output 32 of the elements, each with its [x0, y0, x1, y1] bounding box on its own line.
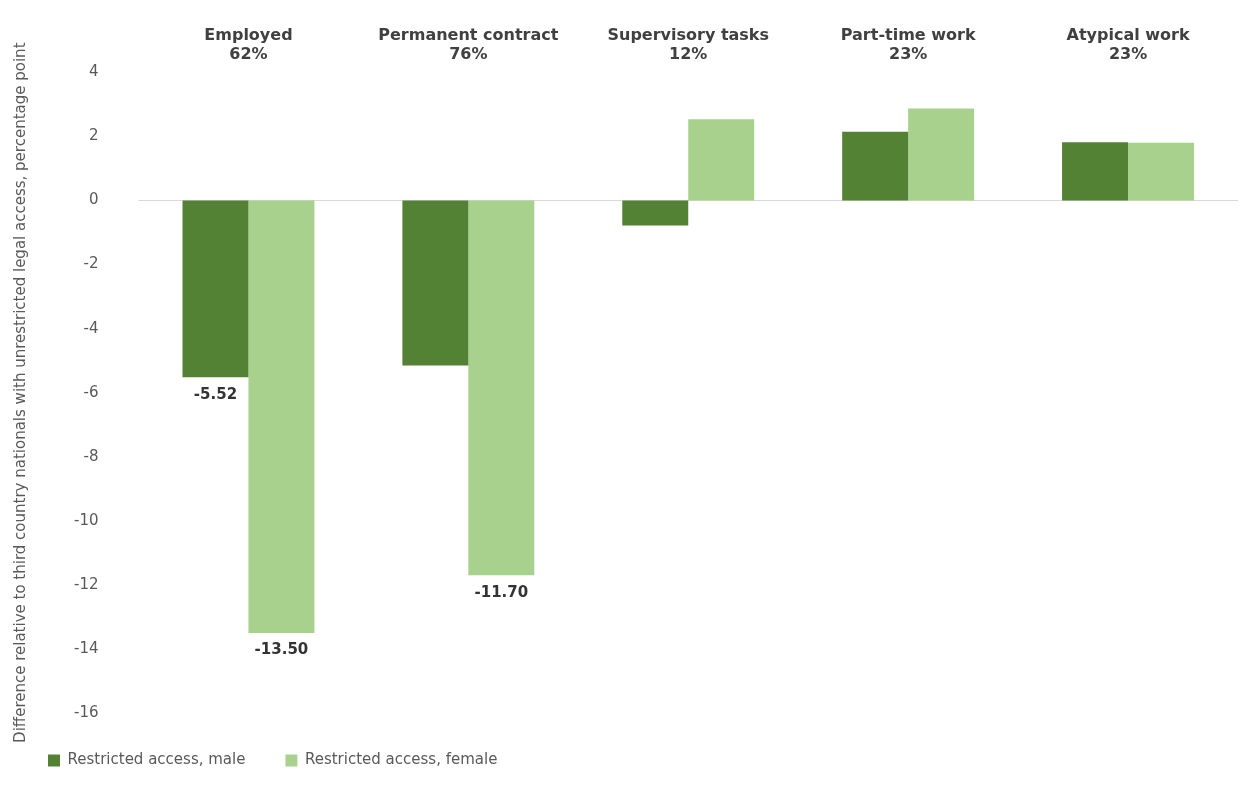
bar — [402, 200, 469, 366]
bar — [908, 108, 975, 201]
x-tick-label: Supervisory tasks 12% — [607, 24, 770, 63]
y-tick-label: 0 — [88, 190, 99, 209]
y-tick-label: 4 — [88, 62, 99, 81]
y-tick-label: -2 — [83, 254, 99, 273]
data-label: -13.50 — [254, 640, 309, 659]
legend-label: Restricted access, male — [67, 750, 246, 769]
bar — [688, 119, 755, 201]
legend-label: Restricted access, female — [304, 750, 498, 769]
y-tick-label: -16 — [74, 702, 99, 721]
x-tick-label: Permanent contract 76% — [378, 24, 559, 63]
bar — [182, 200, 249, 378]
y-tick-label: -6 — [83, 382, 99, 401]
y-axis-title: Difference relative to third country nationals with unrestricted legal access, percentage point — [10, 42, 29, 743]
bar — [1062, 142, 1129, 201]
bar — [842, 131, 909, 201]
y-tick-label: 2 — [88, 126, 99, 145]
y-tick-label: -8 — [83, 446, 99, 465]
x-tick-label: Part-time work 23% — [840, 24, 976, 63]
bar — [1128, 142, 1195, 201]
bar — [248, 200, 315, 633]
x-tick-label: Employed 62% — [204, 24, 293, 63]
y-tick-label: -12 — [74, 574, 99, 593]
data-label: -11.70 — [474, 582, 529, 601]
y-tick-label: -10 — [74, 510, 99, 529]
x-tick-label: Atypical work 23% — [1066, 24, 1190, 63]
y-tick-label: -14 — [74, 638, 99, 657]
bar — [468, 200, 535, 576]
data-label: -5.52 — [193, 384, 238, 403]
bar — [622, 200, 689, 226]
y-tick-label: -4 — [83, 318, 99, 337]
